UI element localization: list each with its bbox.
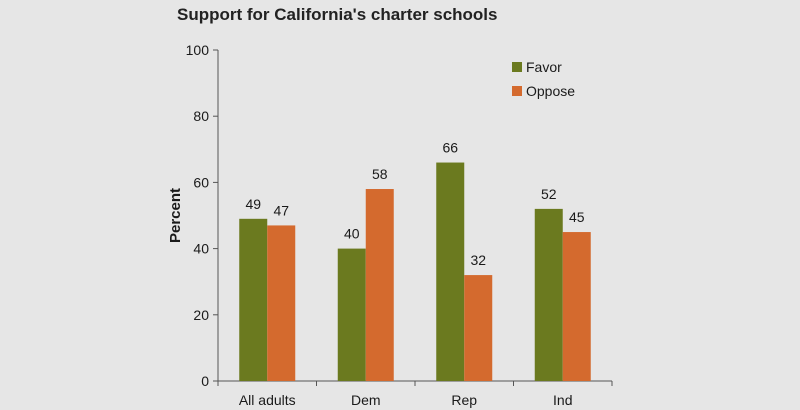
legend-label-oppose: Oppose xyxy=(526,83,575,99)
data-label-oppose: 45 xyxy=(569,209,585,225)
data-label-oppose: 32 xyxy=(470,252,486,268)
bar-favor xyxy=(337,248,366,381)
bar-oppose xyxy=(464,275,493,381)
bar-oppose xyxy=(267,225,296,381)
bar-favor xyxy=(239,218,268,381)
data-label-favor: 66 xyxy=(442,140,458,156)
bar-oppose xyxy=(365,189,394,381)
bar-oppose xyxy=(562,232,591,381)
data-label-favor: 49 xyxy=(245,196,261,212)
x-tick-label: Ind xyxy=(553,392,572,408)
legend-swatch-oppose xyxy=(512,86,522,96)
bar-favor xyxy=(436,162,465,381)
legend-swatch-favor xyxy=(512,62,522,72)
y-tick-label: 20 xyxy=(193,307,209,323)
data-label-oppose: 47 xyxy=(273,202,289,218)
x-tick-label: Rep xyxy=(451,392,477,408)
bar-favor xyxy=(534,208,563,381)
x-tick-label: Dem xyxy=(351,392,381,408)
x-tick-label: All adults xyxy=(239,392,296,408)
y-axis-title: Percent xyxy=(167,188,184,243)
legend-label-favor: Favor xyxy=(526,59,562,75)
data-label-favor: 40 xyxy=(344,226,360,242)
data-label-favor: 52 xyxy=(541,186,557,202)
y-tick-label: 40 xyxy=(193,241,209,257)
y-tick-label: 60 xyxy=(193,174,209,190)
data-label-oppose: 58 xyxy=(372,166,388,182)
y-tick-label: 0 xyxy=(201,373,209,389)
y-tick-label: 80 xyxy=(193,108,209,124)
chart-title: Support for California's charter schools xyxy=(177,5,498,24)
y-tick-label: 100 xyxy=(186,42,210,58)
